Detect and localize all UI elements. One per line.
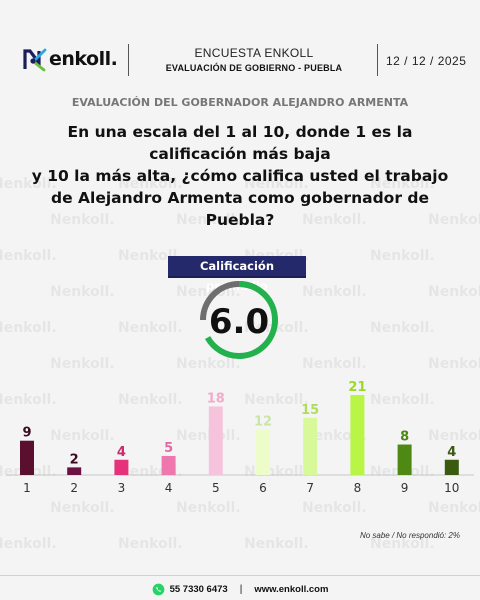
x-tick-label: 4: [165, 481, 173, 495]
enkoll-logo-icon: [23, 48, 47, 72]
brand-name: enkoll.: [49, 48, 118, 70]
x-tick-label: 5: [212, 481, 220, 495]
bar-value-label: 21: [348, 380, 366, 395]
x-tick-label: 1: [23, 481, 31, 495]
question-text: En una escala del 1 al 10, donde 1 es la…: [20, 121, 460, 231]
watermark-logo: Nenkoll.: [50, 284, 115, 300]
x-tick-label: 2: [70, 481, 78, 495]
bar-value-label: 4: [447, 445, 456, 460]
header-divider-right: [377, 44, 378, 76]
bar-7: [303, 417, 318, 475]
watermark-logo: Nenkoll.: [50, 356, 115, 372]
x-tick-label: 6: [259, 481, 267, 495]
bar-5: [208, 406, 223, 475]
bar-6: [256, 429, 270, 475]
bar-2: [67, 467, 82, 475]
watermark-logo: Nenkoll.: [176, 500, 241, 516]
header-divider-left: [128, 44, 129, 76]
x-tick-label: 7: [306, 481, 314, 495]
page-header: enkoll. ENCUESTA ENKOLL EVALUACIÓN DE GO…: [0, 0, 480, 92]
bar-value-label: 5: [164, 441, 173, 456]
question-line: y 10 la más alta, ¿cómo califica usted e…: [31, 167, 449, 185]
bar-1: [20, 440, 34, 475]
watermark-logo: Nenkoll.: [370, 248, 435, 264]
average-value: 6.0: [209, 302, 269, 342]
footer-separator: |: [239, 584, 243, 595]
bar-3: [114, 459, 129, 475]
bar-value-label: 18: [207, 391, 225, 406]
watermark-logo: Nenkoll.: [0, 320, 57, 336]
bar-value-label: 8: [400, 430, 409, 445]
watermark-logo: Nenkoll.: [302, 284, 367, 300]
header-titles: ENCUESTA ENKOLL EVALUACIÓN DE GOBIERNO -…: [136, 46, 372, 73]
survey-subtitle: EVALUACIÓN DE GOBIERNO - PUEBLA: [165, 63, 343, 73]
watermark-logo: Nenkoll.: [0, 536, 57, 552]
average-gauge: 6.0: [200, 281, 278, 359]
page-footer: 55 7330 6473 | www.enkoll.com: [0, 583, 480, 596]
average-label: Calificación promedio: [168, 256, 306, 293]
watermark-logo: Nenkoll.: [370, 320, 435, 336]
question-line: de Alejandro Armenta como gobernador de …: [51, 189, 429, 229]
watermark-logo: Nenkoll.: [302, 356, 367, 372]
watermark-logo: Nenkoll.: [118, 536, 183, 552]
bar-10: [444, 459, 459, 475]
footer-phone: 55 7330 6473: [169, 584, 228, 595]
bar-value-label: 15: [301, 403, 319, 418]
bar-value-label: 4: [117, 445, 126, 460]
x-tick-label: 9: [401, 481, 409, 495]
watermark-logo: Nenkoll.: [0, 248, 57, 264]
bar-value-label: 12: [254, 414, 272, 429]
watermark-logo: Nenkoll.: [50, 500, 115, 516]
gauge-ring-high: [200, 281, 278, 359]
bar-8: [350, 395, 365, 475]
watermark-logo: Nenkoll.: [302, 500, 367, 516]
bar-9: [397, 444, 412, 475]
bar-value-label: 2: [70, 452, 79, 467]
whatsapp-icon: [152, 583, 164, 596]
bar-value-label: 9: [22, 426, 31, 441]
x-tick-label: 10: [444, 481, 459, 495]
watermark-logo: Nenkoll.: [428, 356, 480, 372]
watermark-logo: Nenkoll.: [428, 284, 480, 300]
question-line: En una escala del 1 al 10, donde 1 es la…: [67, 123, 413, 163]
section-title: EVALUACIÓN DEL GOBERNADOR ALEJANDRO ARME…: [71, 96, 409, 109]
brand-logo: enkoll.: [22, 46, 118, 72]
survey-title: ENCUESTA ENKOLL: [194, 46, 314, 60]
survey-date: 12 / 12 / 2025: [386, 54, 467, 68]
watermark-logo: Nenkoll.: [428, 500, 480, 516]
footer-website[interactable]: www.enkoll.com: [254, 584, 329, 595]
x-tick-label: 3: [118, 481, 126, 495]
watermark-logo: Nenkoll.: [244, 536, 309, 552]
x-tick-label: 8: [354, 481, 362, 495]
watermark-logo: Nenkoll.: [118, 320, 183, 336]
bar-4: [161, 455, 176, 475]
footer-divider: [0, 575, 480, 576]
no-response-note: No sabe / No respondió: 2%: [359, 531, 460, 540]
